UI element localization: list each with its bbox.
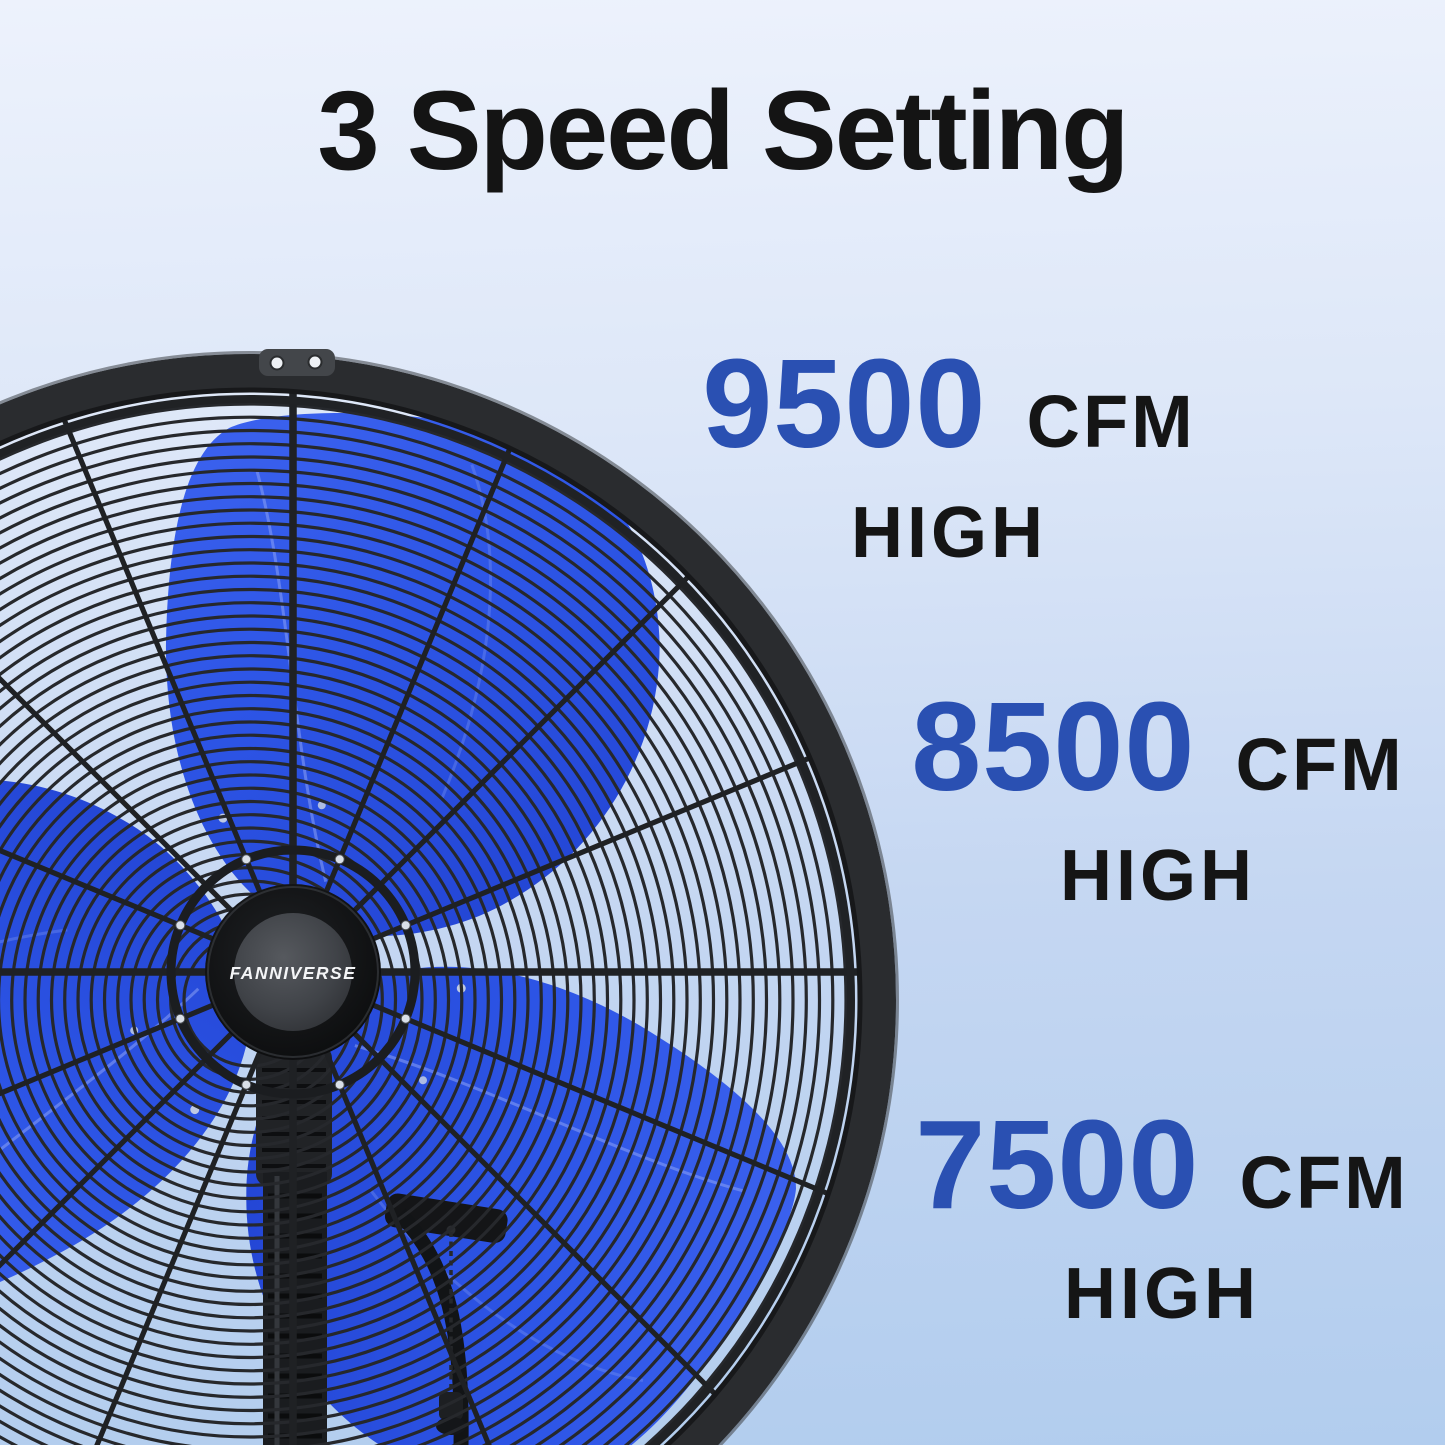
- speed-label: HIGH: [1060, 836, 1256, 916]
- cage-ring: [0, 521, 729, 1445]
- cage-ring: [0, 720, 530, 1280]
- cage-ring: [0, 402, 848, 1445]
- cage-ring: [0, 535, 715, 1445]
- brand-logo: FANNIVERSE: [230, 963, 357, 983]
- cage-ring: [0, 746, 504, 1254]
- page-title: 3 Speed Setting: [317, 68, 1129, 193]
- cage-ring: [0, 561, 689, 1439]
- mount-screw: [334, 854, 345, 865]
- mount-screw: [175, 920, 186, 931]
- cage-spoke: [22, 391, 296, 973]
- cage-ring: [0, 588, 662, 1412]
- cfm-value: 7500: [915, 1094, 1200, 1235]
- cage-rim-inner-edge: [0, 387, 863, 1445]
- mount-screw: [175, 1013, 186, 1024]
- cage-ring: [0, 707, 543, 1293]
- cage-ring: [0, 601, 649, 1399]
- cage-ring: [10, 760, 490, 1240]
- cage-ring: [0, 415, 835, 1445]
- cage-ring: [0, 442, 808, 1445]
- speed-label: HIGH: [851, 493, 1047, 573]
- blade-mount-ring: [166, 845, 420, 1099]
- cfm-unit: CFM: [1026, 380, 1196, 463]
- cage-spoke: [291, 970, 790, 1445]
- speed-block-high-2: 8500 CFM HIGH: [858, 676, 1445, 916]
- cfm-value: 8500: [911, 676, 1196, 817]
- mount-tab-hole: [307, 354, 323, 370]
- cage-ring: [0, 468, 782, 1445]
- cage-ring: [0, 574, 676, 1426]
- cage-ring: [0, 482, 768, 1445]
- speed-label: HIGH: [1064, 1254, 1260, 1334]
- mount-screws: [175, 854, 411, 1090]
- cfm-unit: CFM: [1239, 1141, 1409, 1224]
- mount-screw: [400, 1013, 411, 1024]
- cage-ring: [36, 786, 464, 1214]
- cage-spokes: [0, 391, 859, 1445]
- cage-ring: [0, 548, 702, 1445]
- cage-ring: [0, 693, 557, 1307]
- cage-spoke: [0, 701, 294, 975]
- cage-spoke: [0, 969, 294, 1243]
- cfm-unit: CFM: [1235, 723, 1405, 806]
- cage-inner-ring: [0, 395, 855, 1445]
- cage-ring: [49, 799, 451, 1201]
- cage-spoke: [290, 971, 564, 1445]
- cage-ring: [76, 826, 424, 1174]
- cage-ring: [0, 614, 636, 1386]
- cage-ring: [0, 455, 795, 1445]
- cage-spoke: [22, 971, 296, 1445]
- cage-spoke: [0, 970, 295, 1445]
- cage-rim: [0, 354, 896, 1445]
- mount-tab-hole: [269, 355, 285, 371]
- cage-ring: [0, 495, 755, 1445]
- cage-rim-outer-edge: [0, 351, 899, 1445]
- cage-ring: [63, 813, 437, 1187]
- cage-ring: [0, 680, 570, 1320]
- cage-ring: [23, 773, 477, 1227]
- cage-ring: [0, 429, 821, 1445]
- cage-spoke: [0, 475, 295, 974]
- speed-block-high-1: 9500 CFM HIGH: [649, 333, 1249, 573]
- cage-ring: [0, 667, 583, 1333]
- cage-ring: [0, 654, 596, 1346]
- hub-ring-highlight: [207, 886, 379, 1058]
- cage-ring: [0, 508, 742, 1445]
- mount-screw: [400, 920, 411, 931]
- cfm-value: 9500: [702, 333, 987, 474]
- speed-block-high-3: 7500 CFM HIGH: [862, 1094, 1445, 1334]
- cage-ring: [0, 641, 609, 1359]
- mount-screw: [241, 1079, 252, 1090]
- mount-screw: [241, 854, 252, 865]
- hub-face: [234, 913, 352, 1031]
- mount-screw: [334, 1079, 345, 1090]
- cage-ring: [0, 627, 623, 1373]
- cage-ring: [0, 733, 517, 1267]
